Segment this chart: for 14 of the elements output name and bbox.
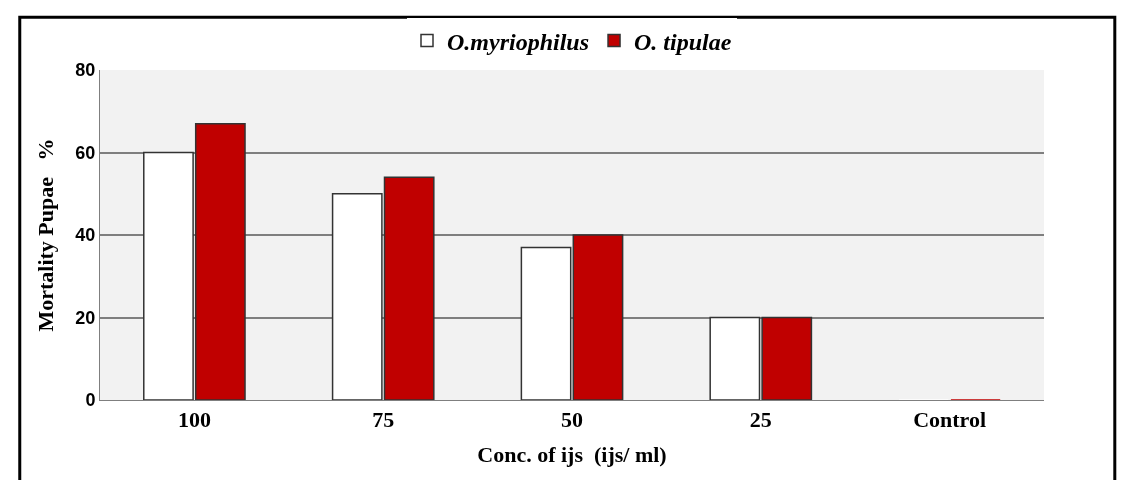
legend-label: O. tipulae: [634, 28, 732, 55]
y-tick-label: 0: [85, 390, 96, 411]
x-axis-title: Conc. of ijs (ijs/ ml): [477, 442, 667, 468]
x-tick-label: Control: [913, 407, 987, 433]
y-tick-label: 60: [75, 142, 96, 163]
x-tick-label: 25: [749, 407, 772, 433]
legend-label: O.myriophilus: [447, 28, 590, 55]
y-tick-label: 80: [75, 60, 96, 81]
x-tick-label: 50: [561, 407, 583, 433]
y-tick-label: 20: [75, 307, 96, 328]
y-axis-title: Mortality Pupae %: [33, 138, 59, 332]
y-tick-label: 40: [75, 225, 96, 246]
x-tick-label: 75: [372, 407, 395, 433]
x-tick-label: 100: [177, 407, 211, 433]
